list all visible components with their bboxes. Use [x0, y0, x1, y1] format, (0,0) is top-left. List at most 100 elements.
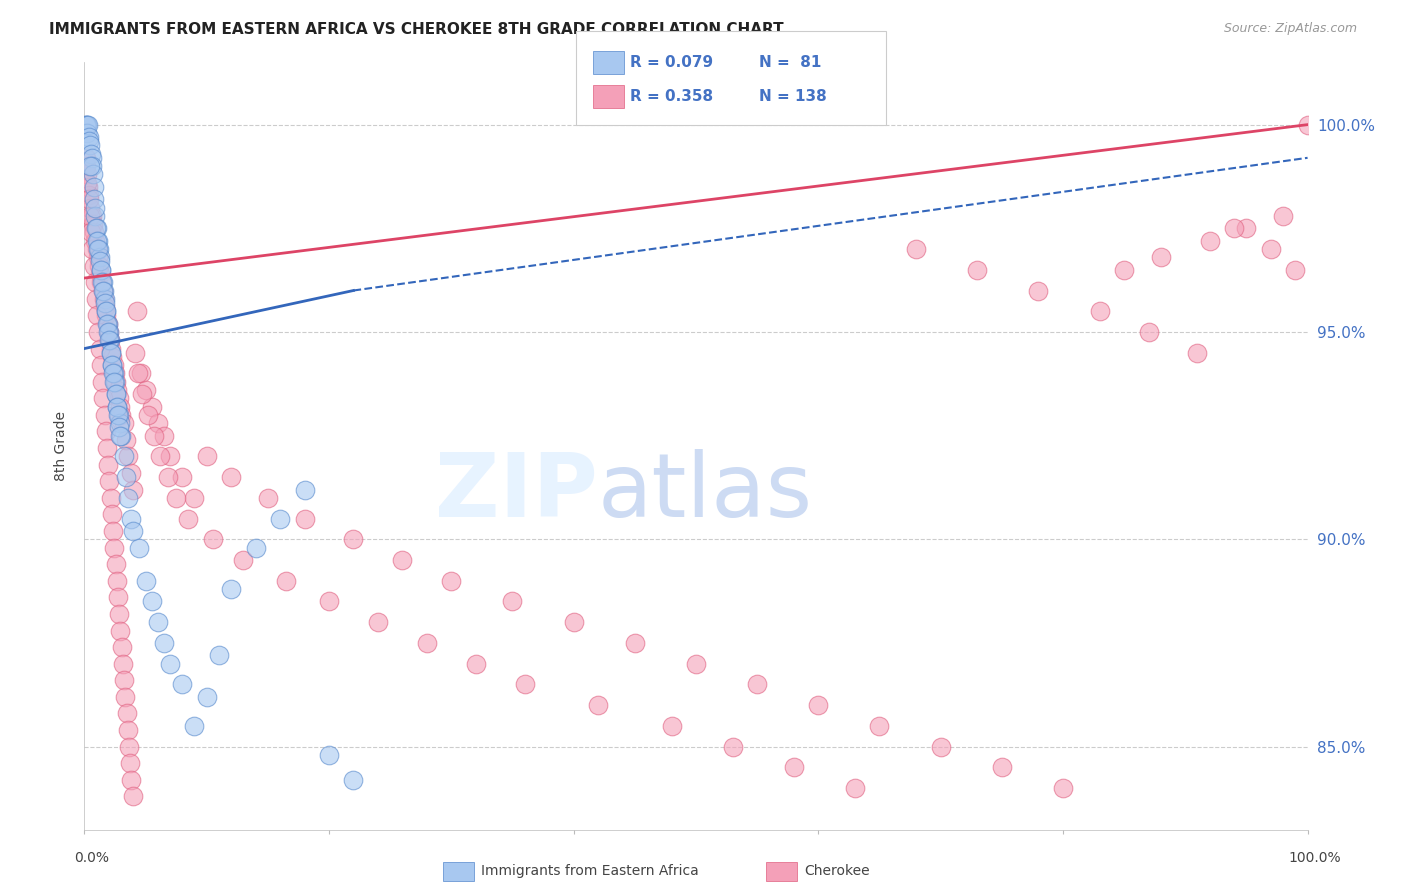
Point: [75, 151, 97, 165]
Point: [89, 267, 111, 281]
Text: ZIP: ZIP: [436, 449, 598, 535]
Point: [294, 511, 316, 525]
Point: [93, 408, 115, 422]
Point: [124, 345, 146, 359]
Point: [91, 375, 114, 389]
Text: N = 138: N = 138: [759, 89, 827, 104]
Point: [108, 416, 131, 430]
Point: [86, 234, 108, 248]
Point: [502, 594, 524, 608]
Point: [96, 309, 118, 323]
Point: [869, 719, 891, 733]
Point: [107, 591, 129, 605]
Point: [1236, 221, 1258, 235]
Point: [93, 292, 115, 306]
Point: [82, 217, 104, 231]
Point: [104, 387, 127, 401]
Point: [172, 470, 194, 484]
Point: [219, 470, 242, 484]
Point: [97, 325, 120, 339]
Point: [586, 698, 609, 713]
Point: [87, 242, 110, 256]
Point: [79, 159, 101, 173]
Point: [82, 159, 104, 173]
Point: [257, 491, 280, 505]
Point: [156, 470, 179, 484]
Point: [1296, 118, 1319, 132]
Point: [91, 275, 114, 289]
Point: [90, 262, 112, 277]
Point: [80, 209, 103, 223]
Point: [1187, 345, 1209, 359]
Point: [112, 673, 135, 688]
Point: [807, 698, 830, 713]
Point: [464, 657, 486, 671]
Point: [1028, 284, 1050, 298]
Point: [416, 636, 439, 650]
Point: [115, 706, 138, 721]
Point: [80, 146, 103, 161]
Point: [120, 511, 142, 525]
Point: [75, 118, 97, 132]
Point: [91, 284, 114, 298]
Point: [100, 342, 122, 356]
Point: [208, 648, 231, 663]
Point: [121, 789, 143, 804]
Point: [103, 358, 125, 372]
Point: [90, 275, 112, 289]
Point: [101, 350, 124, 364]
Point: [177, 511, 200, 525]
Point: [122, 483, 145, 497]
Point: [90, 262, 112, 277]
Point: [342, 533, 364, 547]
Point: [624, 636, 647, 650]
Point: [104, 557, 127, 571]
Point: [82, 242, 104, 256]
Point: [103, 375, 125, 389]
Point: [86, 221, 108, 235]
Point: [108, 420, 131, 434]
Point: [104, 367, 127, 381]
Point: [129, 367, 152, 381]
Point: [100, 491, 122, 505]
Point: [195, 690, 218, 704]
Point: [84, 209, 107, 223]
Point: [84, 234, 107, 248]
Point: [342, 772, 364, 787]
Point: [128, 541, 150, 555]
Point: [294, 483, 316, 497]
Point: [131, 387, 153, 401]
Point: [146, 416, 169, 430]
Point: [77, 118, 100, 132]
Point: [79, 209, 101, 223]
Point: [77, 192, 100, 206]
Point: [76, 126, 98, 140]
Point: [135, 383, 157, 397]
Point: [77, 134, 100, 148]
Point: [127, 367, 149, 381]
Point: [80, 151, 103, 165]
Point: [91, 392, 114, 406]
Text: IMMIGRANTS FROM EASTERN AFRICA VS CHEROKEE 8TH GRADE CORRELATION CHART: IMMIGRANTS FROM EASTERN AFRICA VS CHEROK…: [49, 22, 783, 37]
Point: [232, 553, 254, 567]
Point: [104, 375, 127, 389]
Point: [110, 428, 132, 442]
Point: [87, 325, 110, 339]
Point: [513, 677, 536, 691]
Point: [94, 425, 117, 439]
Point: [97, 325, 120, 339]
Point: [105, 387, 128, 401]
Point: [87, 259, 110, 273]
Text: R = 0.358: R = 0.358: [630, 89, 713, 104]
Point: [94, 292, 117, 306]
Point: [269, 511, 291, 525]
Point: [98, 475, 121, 489]
Point: [318, 594, 340, 608]
Point: [76, 168, 98, 182]
Point: [159, 450, 181, 464]
Point: [103, 367, 125, 381]
Point: [276, 574, 298, 588]
Point: [1114, 262, 1136, 277]
Point: [83, 259, 105, 273]
Point: [93, 284, 115, 298]
